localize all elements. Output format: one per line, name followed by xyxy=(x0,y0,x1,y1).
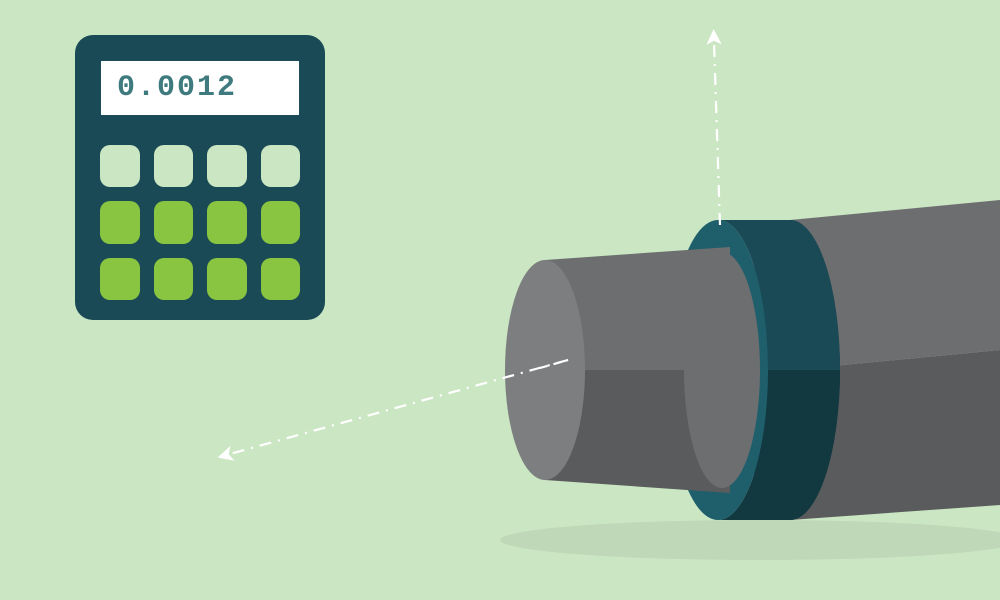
calc-key-r2c0 xyxy=(100,258,140,300)
calc-key-r1c1 xyxy=(154,201,194,243)
calc-key-r2c2 xyxy=(207,258,247,300)
calc-key-r1c3 xyxy=(261,201,301,243)
calculator: 0.0012 xyxy=(75,35,325,320)
calc-key-r2c1 xyxy=(154,258,194,300)
calculator-screen: 0.0012 xyxy=(101,61,299,115)
shaft-at-collar xyxy=(684,252,760,488)
calc-key-r0c0 xyxy=(100,145,140,187)
calculator-readout: 0.0012 xyxy=(117,71,237,105)
calc-key-r1c2 xyxy=(207,201,247,243)
calc-key-r2c3 xyxy=(261,258,301,300)
calculator-keypad xyxy=(100,145,300,300)
shaft-front-face xyxy=(505,260,585,480)
ground-shadow xyxy=(500,520,1000,560)
calc-key-r0c1 xyxy=(154,145,194,187)
calc-key-r1c0 xyxy=(100,201,140,243)
calc-key-r0c2 xyxy=(207,145,247,187)
infographic-stage: 0.0012 xyxy=(0,0,1000,600)
calc-key-r0c3 xyxy=(261,145,301,187)
